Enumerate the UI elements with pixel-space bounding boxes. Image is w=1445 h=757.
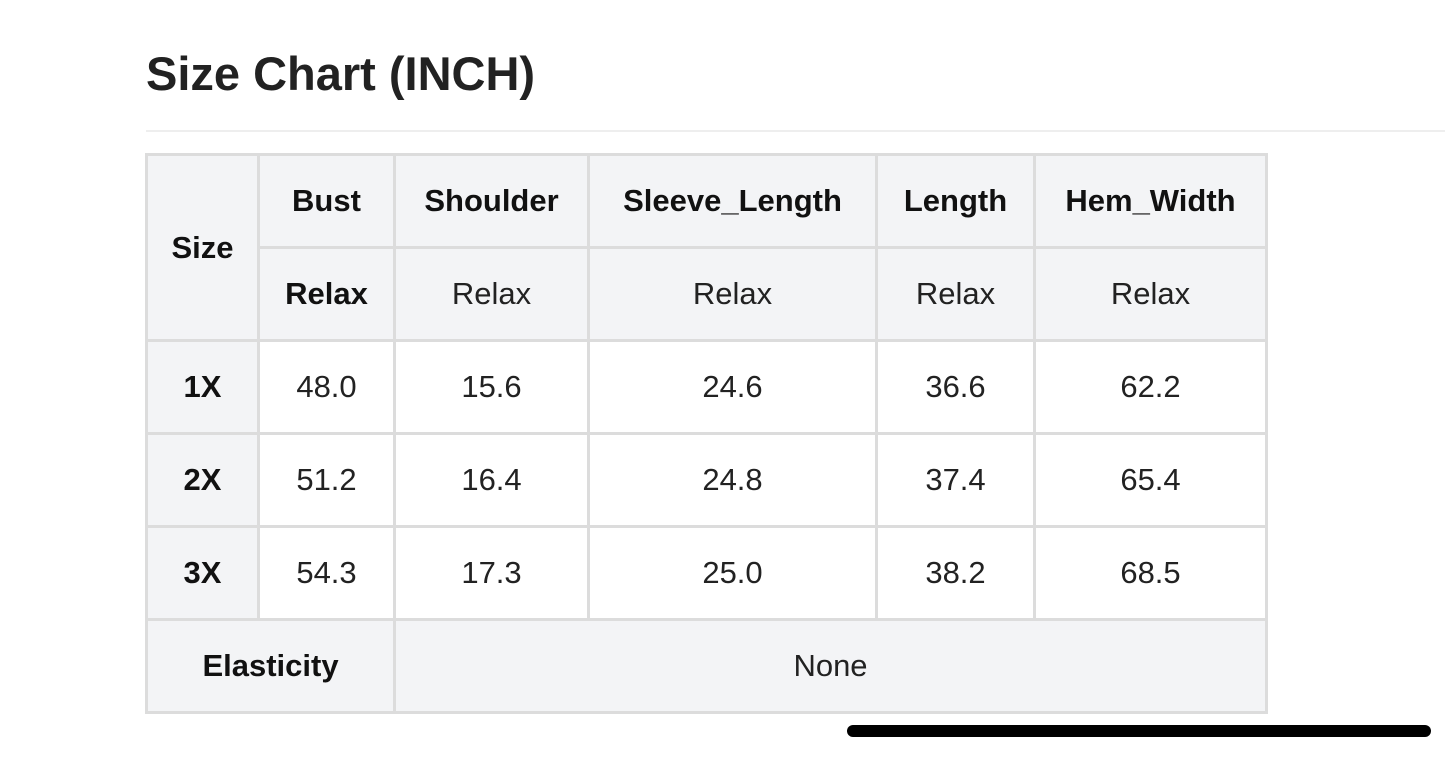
- table-cell: 51.2: [257, 432, 396, 528]
- table-cell: 17.3: [393, 525, 590, 621]
- table-cell: 25.0: [587, 525, 878, 621]
- table-cell: 38.2: [875, 525, 1036, 621]
- subheader: Relax: [875, 246, 1036, 342]
- row-size: 2X: [145, 432, 260, 528]
- table-cell: 24.8: [587, 432, 878, 528]
- page-title: Size Chart (INCH): [146, 47, 536, 100]
- table-cell: 15.6: [393, 339, 590, 435]
- subheader: Relax: [257, 246, 396, 342]
- size-chart-table: Size Bust Shoulder Sleeve_Length Length …: [145, 153, 1268, 714]
- column-header: Hem_Width: [1033, 153, 1268, 249]
- table-row: 2X 51.2 16.4 24.8 37.4 65.4: [145, 432, 1268, 528]
- column-header: Shoulder: [393, 153, 590, 249]
- table-cell: 24.6: [587, 339, 878, 435]
- subheader-row: Relax Relax Relax Relax Relax: [147, 246, 1268, 342]
- table-cell: 62.2: [1033, 339, 1268, 435]
- table-cell: 54.3: [257, 525, 396, 621]
- elasticity-row: Elasticity None: [145, 618, 1268, 714]
- size-chart-container: Size Bust Shoulder Sleeve_Length Length …: [145, 153, 1270, 720]
- table-cell: 16.4: [393, 432, 590, 528]
- table-cell: 65.4: [1033, 432, 1268, 528]
- header-row: Size Bust Shoulder Sleeve_Length Length …: [145, 153, 1268, 342]
- row-size: 3X: [145, 525, 260, 621]
- table-row: 3X 54.3 17.3 25.0 38.2 68.5: [145, 525, 1268, 621]
- table-cell: 68.5: [1033, 525, 1268, 621]
- table-cell: 48.0: [257, 339, 396, 435]
- row-size: 1X: [145, 339, 260, 435]
- horizontal-scrollbar[interactable]: [847, 725, 1431, 737]
- column-header: Sleeve_Length: [587, 153, 878, 249]
- size-header: Size: [145, 153, 260, 342]
- column-header: Length: [875, 153, 1036, 249]
- subheader: Relax: [1033, 246, 1268, 342]
- elasticity-value: None: [393, 618, 1268, 714]
- divider: [146, 130, 1445, 132]
- table-cell: 36.6: [875, 339, 1036, 435]
- table-cell: 37.4: [875, 432, 1036, 528]
- subheader: Relax: [393, 246, 590, 342]
- elasticity-label: Elasticity: [145, 618, 396, 714]
- table-row: 1X 48.0 15.6 24.6 36.6 62.2: [145, 339, 1268, 435]
- subheader: Relax: [587, 246, 878, 342]
- column-header: Bust: [257, 153, 396, 249]
